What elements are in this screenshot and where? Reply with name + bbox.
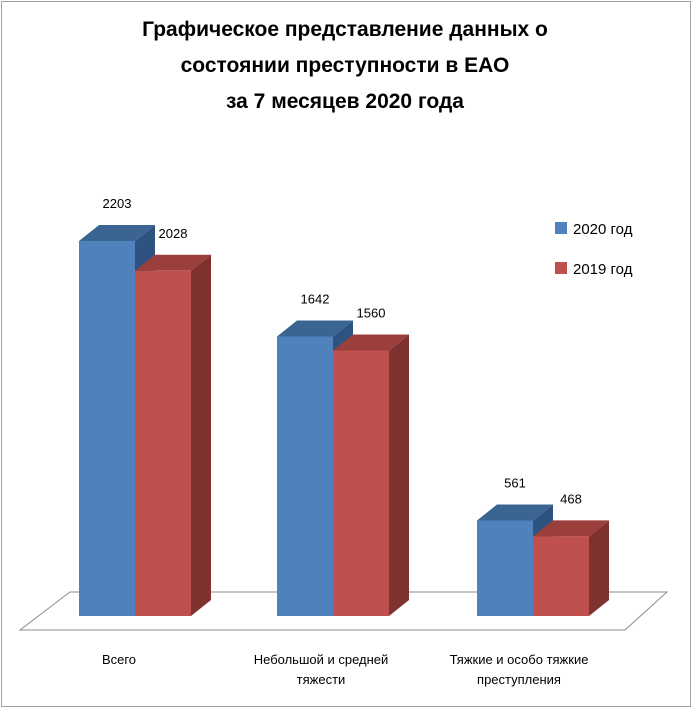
bar-top-face — [533, 520, 609, 537]
labels-layer: 2203 2028 1642 1560 561 468 — [103, 196, 582, 506]
bar-series2-cat1 — [135, 254, 211, 616]
bar-top-face — [477, 504, 553, 521]
bar-front-face — [477, 520, 533, 616]
bar-top-face — [79, 225, 155, 242]
bar-top-face — [277, 320, 353, 337]
bar-top-face — [333, 334, 409, 351]
bar-side-face — [191, 254, 211, 616]
category-label-2: Небольшой и средней — [254, 652, 389, 667]
bar-series2-cat3 — [533, 520, 609, 616]
legend-swatch-1 — [555, 222, 567, 234]
title-layer: Графическое представление данных о состоя… — [142, 18, 548, 113]
legend-swatch-2 — [555, 262, 567, 274]
data-label: 2203 — [103, 196, 132, 211]
bar-side-face — [589, 520, 609, 616]
bar-front-face — [79, 241, 135, 616]
category-label-3: Тяжкие и особо тяжкие — [450, 652, 589, 667]
category-label-3: преступления — [477, 672, 561, 687]
bar-side-face — [389, 334, 409, 616]
bar-front-face — [533, 536, 589, 616]
bar-front-face — [333, 350, 389, 616]
legend-label-1: 2020 год — [573, 221, 633, 238]
legend-label-2: 2019 год — [573, 261, 633, 278]
chart-title-line-3: за 7 месяцев 2020 года — [226, 90, 464, 113]
chart-title-line-2: состоянии преступности в ЕАО — [181, 54, 510, 77]
category-label-1: Всего — [102, 652, 136, 667]
data-label: 2028 — [159, 226, 188, 241]
data-label: 1642 — [301, 292, 330, 307]
xaxis-layer: Всего Небольшой и средней тяжести Тяжкие и … — [102, 652, 588, 687]
bar-top-face — [135, 254, 211, 271]
data-label: 1560 — [357, 305, 386, 320]
bars-layer — [79, 225, 609, 616]
chart-title-line-1: Графическое представление данных о — [142, 18, 548, 41]
bar-front-face — [135, 270, 191, 616]
category-label-2: тяжести — [297, 672, 346, 687]
data-label: 561 — [504, 476, 526, 491]
legend-layer: 2020 год 2019 год — [555, 221, 633, 278]
bar-series2-cat2 — [333, 334, 409, 616]
bar-front-face — [277, 336, 333, 616]
data-label: 468 — [560, 491, 582, 506]
